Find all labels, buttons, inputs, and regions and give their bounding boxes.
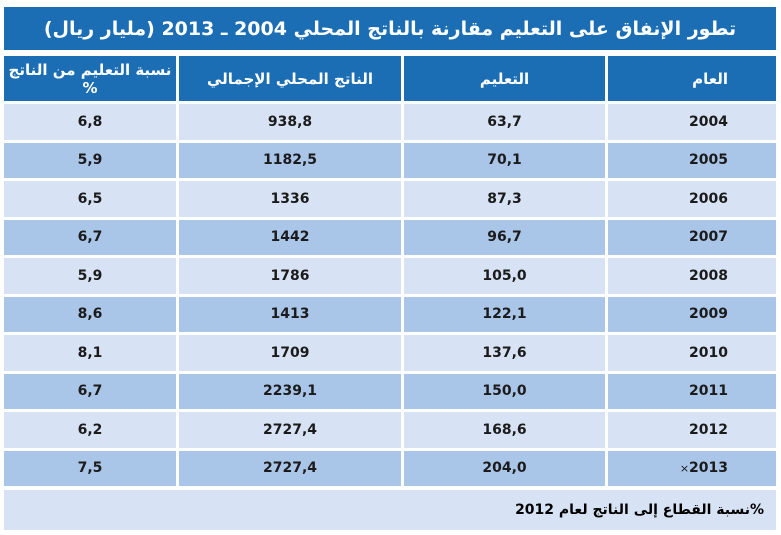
header-ratio: نسبة التعليم من الناتج % bbox=[4, 56, 176, 101]
cell-year: 2012 bbox=[605, 412, 776, 448]
cell-ratio: 6,8 bbox=[4, 104, 176, 140]
cell-ratio: 7,5 bbox=[4, 450, 176, 486]
table-row: 2012 168,6 2727,4 6,2 bbox=[4, 412, 776, 448]
cell-ratio: 5,9 bbox=[4, 142, 176, 178]
cell-education: 70,1 bbox=[401, 142, 605, 178]
year-value: 2010 bbox=[689, 344, 728, 361]
cell-education: 63,7 bbox=[401, 104, 605, 140]
cell-gdp: 938,8 bbox=[176, 104, 401, 140]
year-value: 2013 bbox=[689, 460, 728, 477]
year-value: 2005 bbox=[689, 152, 728, 169]
table-row: 2006 87,3 1336 6,5 bbox=[4, 181, 776, 217]
cell-year: 2006 bbox=[605, 181, 776, 217]
gdp-value: 2727,4 bbox=[262, 460, 318, 477]
cell-gdp: 1709 bbox=[176, 335, 401, 371]
table-row: 2011 150,0 2239,1 6,7 bbox=[4, 373, 776, 409]
table-row: 2010 137,6 1709 8,1 bbox=[4, 335, 776, 371]
cell-gdp: 1182,5 bbox=[176, 142, 401, 178]
education-value: 105,0 bbox=[482, 267, 527, 284]
ratio-value: 6,7 bbox=[77, 383, 103, 400]
cell-ratio: 6,2 bbox=[4, 412, 176, 448]
year-value: 2011 bbox=[689, 383, 728, 400]
cell-year: 2007 bbox=[605, 219, 776, 255]
gdp-value: 938,8 bbox=[267, 113, 313, 130]
cell-education: 150,0 bbox=[401, 373, 605, 409]
gdp-value: 1709 bbox=[270, 344, 310, 361]
cell-gdp: 1336 bbox=[176, 181, 401, 217]
gdp-value: 2727,4 bbox=[262, 421, 318, 438]
cell-gdp: 2727,4 bbox=[176, 412, 401, 448]
gdp-value: 1182,5 bbox=[262, 152, 318, 169]
cell-year: 2009 bbox=[605, 296, 776, 332]
ratio-value: 7,5 bbox=[77, 460, 103, 477]
cell-education: 96,7 bbox=[401, 219, 605, 255]
table-row: 2004 63,7 938,8 6,8 bbox=[4, 104, 776, 140]
cell-ratio: 8,6 bbox=[4, 296, 176, 332]
gdp-value: 1413 bbox=[270, 306, 310, 323]
cell-education: 122,1 bbox=[401, 296, 605, 332]
cell-gdp: 2727,4 bbox=[176, 450, 401, 486]
header-education: التعليم bbox=[401, 56, 605, 101]
year-value: 2012 bbox=[689, 421, 728, 438]
education-value: 96,7 bbox=[487, 229, 522, 246]
cell-gdp: 1786 bbox=[176, 258, 401, 294]
year-value: 2004 bbox=[689, 113, 728, 130]
estimate-mark: × bbox=[679, 462, 690, 476]
cell-ratio: 6,5 bbox=[4, 181, 176, 217]
cell-ratio: 5,9 bbox=[4, 258, 176, 294]
education-value: 137,6 bbox=[482, 344, 527, 361]
gdp-value: 1786 bbox=[270, 267, 310, 284]
cell-year: 2005 bbox=[605, 142, 776, 178]
ratio-value: 8,6 bbox=[77, 306, 103, 323]
cell-year: 2008 bbox=[605, 258, 776, 294]
education-value: 122,1 bbox=[482, 306, 527, 323]
year-value: 2006 bbox=[689, 190, 728, 207]
cell-year: 2011 bbox=[605, 373, 776, 409]
cell-ratio: 6,7 bbox=[4, 373, 176, 409]
education-value: 204,0 bbox=[482, 460, 527, 477]
header-gdp: الناتج المحلي الإجمالي bbox=[176, 56, 401, 101]
ratio-value: 6,7 bbox=[77, 229, 103, 246]
year-value: 2007 bbox=[689, 229, 728, 246]
header-year: العام bbox=[605, 56, 776, 101]
cell-year: 2010 bbox=[605, 335, 776, 371]
education-value: 168,6 bbox=[482, 421, 527, 438]
table-title: تطور الإنفاق على التعليم مقارنة بالناتج … bbox=[4, 7, 776, 50]
footnote: %نسبة القطاع إلى الناتج لعام 2012 bbox=[4, 490, 776, 530]
table-row: 2007 96,7 1442 6,7 bbox=[4, 219, 776, 255]
cell-year: 2004 bbox=[605, 104, 776, 140]
ratio-value: 5,9 bbox=[77, 152, 103, 169]
cell-education: 204,0 bbox=[401, 450, 605, 486]
table-row: 2005 70,1 1182,5 5,9 bbox=[4, 142, 776, 178]
education-value: 63,7 bbox=[487, 113, 522, 130]
header-row: العام التعليم الناتج المحلي الإجمالي نسب… bbox=[4, 56, 776, 101]
education-value: 150,0 bbox=[482, 383, 527, 400]
cell-year: 2013× bbox=[605, 450, 776, 486]
education-value: 70,1 bbox=[487, 152, 522, 169]
cell-gdp: 1442 bbox=[176, 219, 401, 255]
year-value: 2008 bbox=[689, 267, 728, 284]
ratio-value: 5,9 bbox=[77, 267, 103, 284]
gdp-value: 1336 bbox=[270, 190, 310, 207]
cell-education: 137,6 bbox=[401, 335, 605, 371]
gdp-value: 2239,1 bbox=[262, 383, 318, 400]
ratio-value: 8,1 bbox=[77, 344, 103, 361]
ratio-value: 6,2 bbox=[77, 421, 103, 438]
gdp-value: 1442 bbox=[270, 229, 310, 246]
ratio-value: 6,8 bbox=[77, 113, 103, 130]
cell-ratio: 8,1 bbox=[4, 335, 176, 371]
cell-education: 105,0 bbox=[401, 258, 605, 294]
cell-ratio: 6,7 bbox=[4, 219, 176, 255]
cell-gdp: 1413 bbox=[176, 296, 401, 332]
cell-education: 87,3 bbox=[401, 181, 605, 217]
cell-gdp: 2239,1 bbox=[176, 373, 401, 409]
table-row: 2013× 204,0 2727,4 7,5 bbox=[4, 450, 776, 486]
cell-education: 168,6 bbox=[401, 412, 605, 448]
education-spending-table: العام التعليم الناتج المحلي الإجمالي نسب… bbox=[4, 53, 776, 489]
year-value: 2009 bbox=[689, 306, 728, 323]
education-value: 87,3 bbox=[487, 190, 522, 207]
ratio-value: 6,5 bbox=[77, 190, 103, 207]
table-row: 2009 122,1 1413 8,6 bbox=[4, 296, 776, 332]
table-row: 2008 105,0 1786 5,9 bbox=[4, 258, 776, 294]
